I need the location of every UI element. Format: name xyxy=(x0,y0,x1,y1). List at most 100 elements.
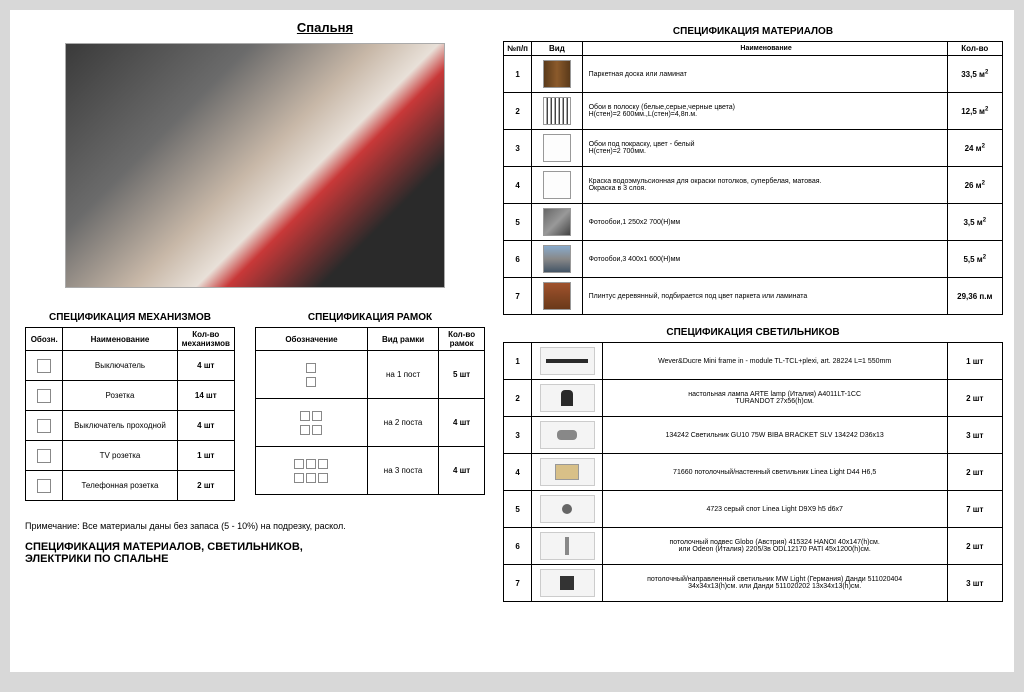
cell-num: 7 xyxy=(504,565,532,602)
cell-num: 6 xyxy=(504,241,532,278)
cell-symbol xyxy=(26,351,63,381)
cell-lamp-image xyxy=(532,343,603,380)
cell-name: Фотообои,3 400x1 600(H)мм xyxy=(582,241,947,278)
cell-name: 134242 Светильник GU10 75W BIBA BRACKET … xyxy=(602,417,947,454)
cell-qty: 12,5 м2 xyxy=(947,93,1002,130)
cell-symbol xyxy=(26,411,63,441)
col-oboz: Обозн. xyxy=(26,328,63,351)
table-row: Выключатель4 шт xyxy=(26,351,235,381)
big-caption: СПЕЦИФИКАЦИЯ МАТЕРИАЛОВ, СВЕТИЛЬНИКОВ,ЭЛ… xyxy=(25,541,485,565)
cell-lamp-image xyxy=(532,528,603,565)
table-row: 5 4723 серый спот Linea Light D9X9 h5 d6x… xyxy=(504,491,1003,528)
room-render-image xyxy=(65,43,445,288)
cell-name: Плинтус деревянный, подбирается под цвет… xyxy=(582,278,947,315)
cell-lamp-image xyxy=(532,565,603,602)
table-row: 5 Фотообои,1 250x2 700(H)мм3,5 м2 xyxy=(504,204,1003,241)
cell-swatch xyxy=(532,278,582,315)
cell-num: 3 xyxy=(504,417,532,454)
table-row: 3 134242 Светильник GU10 75W BIBA BRACKET… xyxy=(504,417,1003,454)
cell-name: Краска водоэмульсионная для окраски пото… xyxy=(582,167,947,204)
cell-qty: 2 шт xyxy=(947,528,1002,565)
cell-qty: 3,5 м2 xyxy=(947,204,1002,241)
table-row: на 2 поста4 шт xyxy=(256,399,485,447)
cell-symbol xyxy=(256,351,368,399)
materials-title: СПЕЦИФИКАЦИЯ МАТЕРИАЛОВ xyxy=(503,26,1003,37)
cell-qty: 4 шт xyxy=(439,447,485,495)
cell-name: потолочный подвес Globo (Австрия) 415324… xyxy=(602,528,947,565)
cell-qty: 4 шт xyxy=(177,351,234,381)
table-row: 3Обои под покраску, цвет - белыйH(стен)=… xyxy=(504,130,1003,167)
col-oboz: Обозначение xyxy=(256,328,368,351)
cell-qty: 1 шт xyxy=(177,441,234,471)
table-row: 4 71660 потолочный/настенный светильник L… xyxy=(504,454,1003,491)
spec-page: Спальня СПЕЦИФИКАЦИЯ МЕХАНИЗМОВ Обозн. Н… xyxy=(10,10,1014,672)
col-name: Наименование xyxy=(582,42,947,56)
cell-lamp-image xyxy=(532,380,603,417)
materials-table: №п/п Вид Наименование Кол-во 1 Паркетная … xyxy=(503,41,1003,315)
cell-num: 1 xyxy=(504,343,532,380)
cell-swatch xyxy=(532,204,582,241)
cell-type: на 1 пост xyxy=(367,351,438,399)
left-column: Спальня СПЕЦИФИКАЦИЯ МЕХАНИЗМОВ Обозн. Н… xyxy=(25,20,485,602)
cell-type: на 2 поста xyxy=(367,399,438,447)
cell-num: 6 xyxy=(504,528,532,565)
cell-swatch xyxy=(532,130,582,167)
cell-name: Паркетная доска или ламинат xyxy=(582,56,947,93)
cell-name: Wever&Ducre Mini frame in - module TL-TC… xyxy=(602,343,947,380)
cell-qty: 29,36 п.м xyxy=(947,278,1002,315)
table-row: на 3 поста4 шт xyxy=(256,447,485,495)
cell-name: 4723 серый спот Linea Light D9X9 h5 d6x7 xyxy=(602,491,947,528)
frames-table: Обозначение Вид рамки Кол-во рамок на 1 … xyxy=(255,327,485,495)
cell-name: потолочный/направленный светильник MW Li… xyxy=(602,565,947,602)
cell-name: 71660 потолочный/настенный светильник Li… xyxy=(602,454,947,491)
cell-qty: 3 шт xyxy=(947,417,1002,454)
cell-swatch xyxy=(532,93,582,130)
frames-block: СПЕЦИФИКАЦИЯ РАМОК Обозначение Вид рамки… xyxy=(255,306,485,501)
cell-qty: 33,5 м2 xyxy=(947,56,1002,93)
cell-name: Обои под покраску, цвет - белыйH(стен)=2… xyxy=(582,130,947,167)
cell-name: TV розетка xyxy=(63,441,177,471)
cell-name: настольная лампа ARTE lamp (Италия) A401… xyxy=(602,380,947,417)
col-qty: Кол-во xyxy=(947,42,1002,56)
col-name: Наименование xyxy=(63,328,177,351)
mechanisms-table: Обозн. Наименование Кол-во механизмов Вы… xyxy=(25,327,235,501)
col-qty: Кол-во механизмов xyxy=(177,328,234,351)
cell-num: 5 xyxy=(504,204,532,241)
cell-num: 2 xyxy=(504,380,532,417)
table-row: 2 Обои в полоску (белые,серые,черные цвет… xyxy=(504,93,1003,130)
right-column: СПЕЦИФИКАЦИЯ МАТЕРИАЛОВ №п/п Вид Наимено… xyxy=(503,20,1003,602)
cell-name: Розетка xyxy=(63,381,177,411)
cell-num: 1 xyxy=(504,56,532,93)
table-row: Выключатель проходной4 шт xyxy=(26,411,235,441)
cell-num: 5 xyxy=(504,491,532,528)
cell-swatch xyxy=(532,241,582,278)
cell-name: Фотообои,1 250x2 700(H)мм xyxy=(582,204,947,241)
bottom-tables-row: СПЕЦИФИКАЦИЯ МЕХАНИЗМОВ Обозн. Наименова… xyxy=(25,306,485,501)
col-qty: Кол-во рамок xyxy=(439,328,485,351)
cell-symbol xyxy=(256,447,368,495)
cell-qty: 5,5 м2 xyxy=(947,241,1002,278)
cell-num: 2 xyxy=(504,93,532,130)
table-row: 6 потолочный подвес Globo (Австрия) 41532… xyxy=(504,528,1003,565)
cell-qty: 14 шт xyxy=(177,381,234,411)
table-row: 1 Паркетная доска или ламинат33,5 м2 xyxy=(504,56,1003,93)
table-row: на 1 пост5 шт xyxy=(256,351,485,399)
cell-symbol xyxy=(26,441,63,471)
cell-name: Выключатель xyxy=(63,351,177,381)
cell-lamp-image xyxy=(532,417,603,454)
page-title: Спальня xyxy=(165,20,485,35)
table-row: 7Плинтус деревянный, подбирается под цве… xyxy=(504,278,1003,315)
cell-num: 4 xyxy=(504,454,532,491)
cell-qty: 3 шт xyxy=(947,565,1002,602)
cell-name: Обои в полоску (белые,серые,черные цвета… xyxy=(582,93,947,130)
col-num: №п/п xyxy=(504,42,532,56)
cell-num: 4 xyxy=(504,167,532,204)
cell-lamp-image xyxy=(532,491,603,528)
col-view: Вид xyxy=(532,42,582,56)
col-type: Вид рамки xyxy=(367,328,438,351)
lights-title: СПЕЦИФИКАЦИЯ СВЕТИЛЬНИКОВ xyxy=(503,327,1003,338)
table-row: 6 Фотообои,3 400x1 600(H)мм5,5 м2 xyxy=(504,241,1003,278)
cell-qty: 4 шт xyxy=(439,399,485,447)
cell-qty: 7 шт xyxy=(947,491,1002,528)
note-text: Примечание: Все материалы даны без запас… xyxy=(25,521,485,531)
